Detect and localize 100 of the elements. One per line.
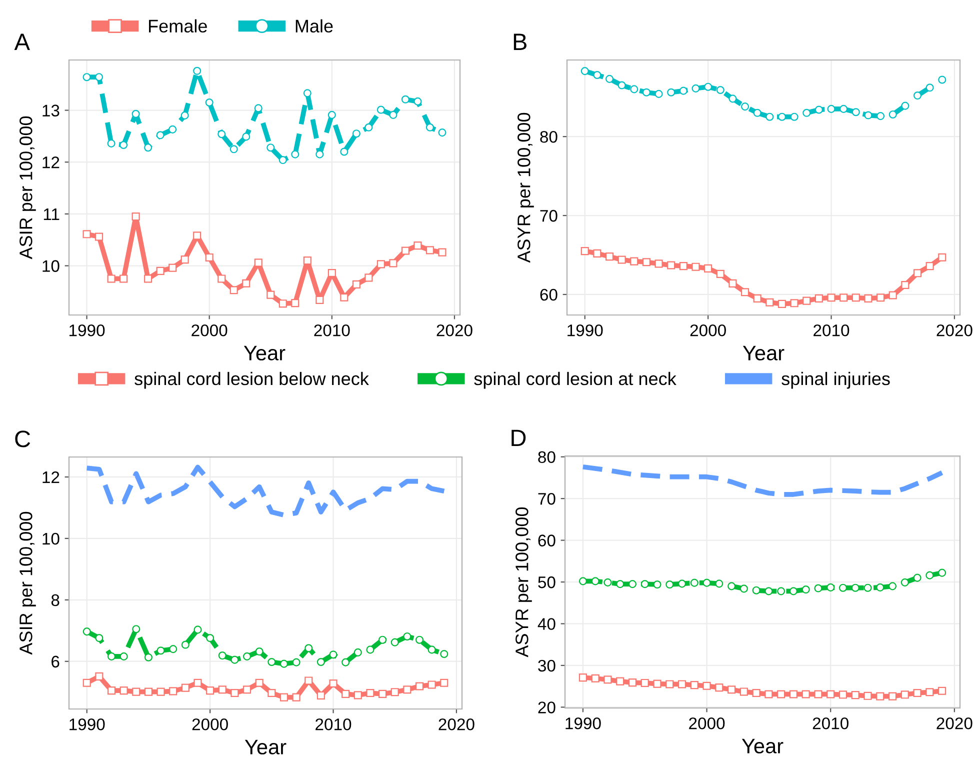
point [230,286,238,294]
point [401,95,410,104]
point [838,584,848,592]
point [702,682,711,690]
point [864,294,872,302]
point [426,246,434,254]
point [438,248,446,256]
point [789,587,798,596]
point [678,680,686,688]
point [814,106,823,114]
point [194,626,202,634]
x-tick-label: 2000 [690,324,726,336]
point [144,653,152,662]
point [814,690,822,698]
point [900,690,909,699]
point [82,73,91,82]
point [753,108,762,117]
point [230,656,239,664]
point [205,253,214,262]
point [378,690,387,698]
point [95,672,104,680]
x-tick-label: 2010 [316,718,352,730]
point [667,88,676,96]
point [389,259,398,268]
point [692,84,700,92]
point [268,688,276,698]
point [120,140,128,150]
point [715,684,724,692]
point [740,102,750,111]
point [628,580,637,588]
point [654,90,663,98]
point [851,691,860,700]
x-tick-label: 1990 [568,324,603,336]
chart-title: A [14,34,30,50]
point [913,688,922,698]
point [827,104,836,113]
point [255,678,264,687]
point [704,264,712,272]
point [364,274,373,282]
point [802,585,810,594]
point [666,580,674,589]
point [169,687,178,696]
point [414,97,422,106]
point [580,247,589,256]
point [630,85,638,94]
legend-label: spinal cord lesion below neck [134,372,369,389]
point [628,678,637,687]
point [702,578,711,587]
point [913,92,922,100]
point [169,645,178,654]
legend-label: Female [149,19,207,33]
point [342,658,350,666]
y-tick-label: 8 [51,594,60,606]
x-tick-label: 2000 [192,718,228,730]
point [876,112,885,120]
line-series [580,464,944,497]
point [938,568,946,577]
point [291,150,300,158]
point [107,139,116,148]
point [180,111,189,120]
point [366,688,374,698]
point [654,260,663,268]
point [826,583,835,592]
point [342,690,350,698]
point [864,111,872,120]
x-axis-title: Year [244,740,286,754]
point [753,294,762,302]
point [666,680,674,688]
point [278,300,287,308]
point [132,212,140,221]
chart-title: B [514,34,526,50]
point [591,577,600,586]
x-tick-label: 2020 [936,717,972,730]
point [938,76,946,84]
point [132,110,140,118]
point [156,266,164,275]
point [415,682,424,690]
point [352,280,360,288]
point [764,690,773,698]
point [82,628,91,636]
point [376,106,385,114]
point [352,130,360,138]
point [292,693,300,702]
point [938,253,946,262]
point [426,123,434,132]
point [280,693,288,702]
y-tick-label: 10 [42,532,60,545]
x-tick-label: 2010 [812,717,848,730]
point [120,652,128,660]
point [826,690,835,698]
point [630,257,638,266]
point [376,260,385,268]
x-tick-label: 1990 [70,324,105,336]
point [690,578,698,587]
point [618,81,626,90]
point [132,688,140,696]
point [640,678,649,687]
point [107,652,116,660]
point [591,674,600,682]
point [95,634,104,642]
